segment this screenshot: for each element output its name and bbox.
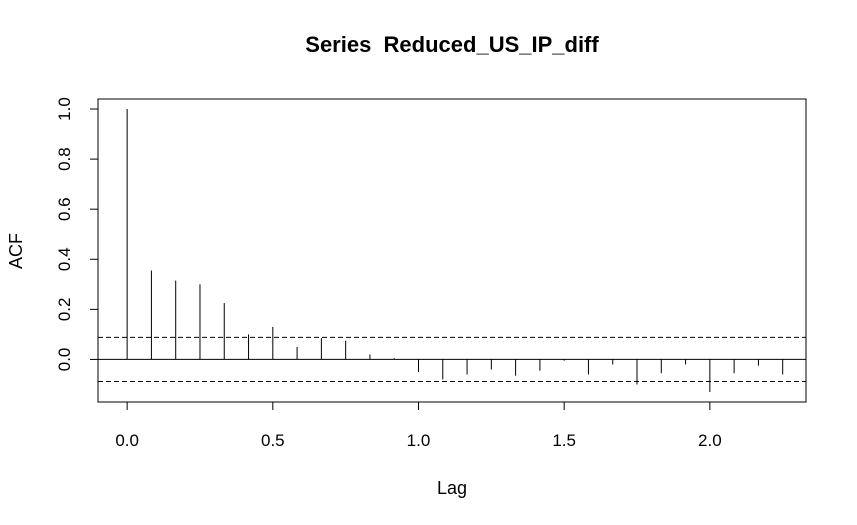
y-axis-label: ACF: [6, 233, 26, 269]
y-tick-label: 0.8: [55, 147, 74, 171]
y-tick-label: 0.2: [55, 298, 74, 322]
x-axis-label: Lag: [437, 478, 467, 498]
plot-frame: [97, 98, 807, 403]
x-tick-label: 0.5: [261, 431, 285, 450]
x-tick-label: 1.5: [552, 431, 576, 450]
y-axis: 0.0 0.2 0.4 0.6 0.8 1.0: [55, 97, 99, 372]
chart-title: Series Reduced_US_IP_diff: [305, 32, 599, 57]
x-tick-label: 0.0: [115, 431, 139, 450]
x-tick-label: 2.0: [698, 431, 722, 450]
x-axis: 0.0 0.5 1.0 1.5 2.0: [115, 401, 722, 450]
y-tick-label: 0.6: [55, 197, 74, 221]
y-tick-label: 0.0: [55, 348, 74, 372]
x-tick-label: 1.0: [407, 431, 431, 450]
y-tick-label: 1.0: [55, 97, 74, 121]
plot-marks: [98, 109, 806, 392]
y-tick-label: 0.4: [55, 247, 74, 271]
